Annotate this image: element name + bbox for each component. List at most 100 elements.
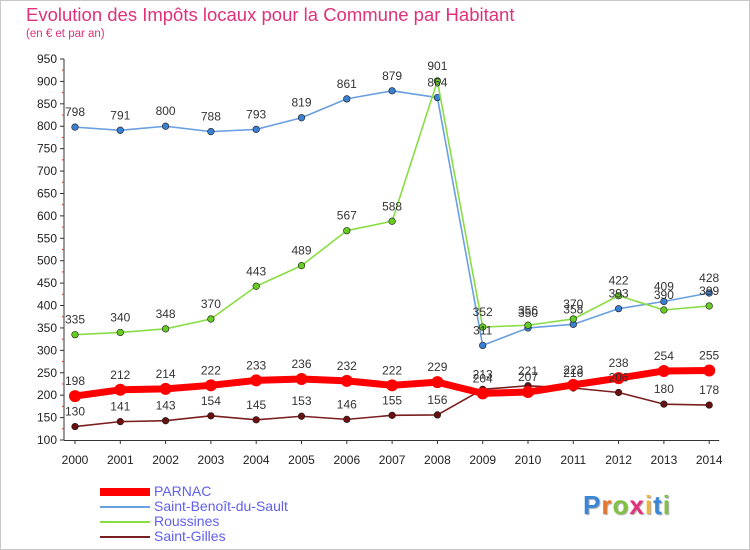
point-saint-benoit-du-sault[interactable] [207,128,215,136]
data-label-parnac: 232 [337,359,357,373]
x-tick-label: 2007 [379,453,406,467]
point-saint-gilles[interactable] [433,411,442,419]
point-roussines[interactable] [71,331,79,339]
y-tick-label: 200 [37,388,57,402]
data-label-parnac: 238 [609,356,629,370]
point-parnac[interactable] [657,364,670,377]
point-saint-gilles[interactable] [660,400,668,408]
series-saint-benoit-du-sault [71,87,713,350]
logo-letter: o [612,490,630,520]
point-saint-gilles[interactable] [343,415,351,423]
point-parnac[interactable] [250,374,263,387]
x-tick-label: 2008 [424,453,451,467]
point-parnac[interactable] [476,387,489,400]
point-roussines[interactable] [479,323,487,331]
point-parnac[interactable] [567,378,580,391]
x-tick-label: 2000 [62,453,89,467]
point-saint-benoit-du-sault[interactable] [388,87,396,95]
point-saint-benoit-du-sault[interactable] [479,341,487,350]
legend-item-saint-gilles[interactable]: Saint-Gilles [100,529,360,544]
data-label-saint-gilles: 153 [291,394,311,408]
point-saint-benoit-du-sault[interactable] [297,114,306,122]
x-tick-label: 2004 [243,453,270,467]
x-tick-label: 2002 [152,453,179,467]
point-parnac[interactable] [69,390,81,403]
data-label-saint-benoit-du-sault: 788 [201,110,221,124]
point-parnac[interactable] [295,373,308,386]
point-saint-gilles[interactable] [116,418,124,426]
point-parnac[interactable] [431,376,444,389]
data-label-saint-gilles: 143 [156,399,176,413]
point-saint-benoit-du-sault[interactable] [343,95,351,103]
point-roussines[interactable] [207,315,215,323]
point-parnac[interactable] [703,364,716,377]
point-roussines[interactable] [433,77,442,85]
point-roussines[interactable] [660,306,668,314]
point-roussines[interactable] [343,227,351,235]
legend-item-saint-benoit-du-sault[interactable]: Saint-Benoît-du-Sault [100,499,360,514]
point-parnac[interactable] [522,386,534,399]
data-label-saint-benoit-du-sault: 791 [110,108,130,122]
point-parnac[interactable] [612,372,625,385]
data-label-parnac: 236 [291,357,311,371]
data-label-parnac: 212 [110,368,130,382]
data-label-saint-gilles: 216 [563,366,583,380]
point-saint-gilles[interactable] [207,412,215,420]
x-tick-label: 2013 [651,453,678,467]
x-tick-label: 2001 [107,453,134,467]
legend-swatch-saint-benoit-du-sault [100,506,150,508]
point-saint-benoit-du-sault[interactable] [162,122,170,130]
point-parnac[interactable] [159,382,172,395]
point-parnac[interactable] [386,379,399,392]
point-roussines[interactable] [297,262,306,270]
point-saint-gilles[interactable] [297,412,306,420]
point-saint-benoit-du-sault[interactable] [116,126,124,134]
data-label-parnac: 229 [427,360,447,374]
point-saint-benoit-du-sault[interactable] [614,305,623,313]
data-label-parnac: 222 [382,363,402,377]
y-tick-label: 350 [37,321,57,335]
data-label-parnac: 214 [156,367,176,381]
data-label-roussines: 901 [427,59,447,73]
point-parnac[interactable] [114,383,127,396]
point-saint-benoit-du-sault[interactable] [705,289,713,297]
point-roussines[interactable] [524,321,532,329]
data-label-saint-benoit-du-sault: 358 [563,302,583,316]
point-roussines[interactable] [614,292,623,300]
point-saint-gilles[interactable] [162,417,170,425]
point-roussines[interactable] [252,282,260,290]
point-parnac[interactable] [340,374,353,387]
x-tick-label: 2005 [288,453,315,467]
point-roussines[interactable] [705,302,713,310]
data-label-roussines: 335 [65,313,85,327]
point-saint-gilles[interactable] [71,422,79,431]
point-saint-benoit-du-sault[interactable] [252,125,260,133]
point-saint-gilles[interactable] [252,416,260,424]
point-saint-benoit-du-sault[interactable] [660,297,668,306]
data-label-saint-benoit-du-sault: 819 [291,96,311,110]
series-saint-gilles [71,382,713,431]
point-roussines[interactable] [162,325,170,333]
point-roussines[interactable] [116,328,124,337]
legend-label-parnac: PARNAC [154,483,212,499]
x-tick-label: 2014 [696,453,723,467]
y-tick-label: 850 [37,97,57,111]
point-roussines[interactable] [569,315,577,323]
point-parnac[interactable] [204,379,217,392]
y-tick-label: 100 [37,433,57,447]
point-saint-benoit-du-sault[interactable] [71,123,79,131]
series-layer [69,77,716,431]
data-label-parnac: 233 [246,358,266,372]
point-saint-gilles[interactable] [388,411,396,419]
point-saint-gilles[interactable] [705,401,713,409]
data-label-saint-benoit-du-sault: 393 [609,287,629,301]
data-label-saint-benoit-du-sault: 350 [518,306,538,320]
point-roussines[interactable] [388,217,396,225]
point-saint-gilles[interactable] [614,388,623,397]
legend-item-roussines[interactable]: Roussines [100,514,360,529]
legend-item-parnac[interactable]: PARNAC [100,484,360,499]
legend-label-roussines: Roussines [154,513,220,529]
legend-swatch-saint-gilles [100,536,150,538]
